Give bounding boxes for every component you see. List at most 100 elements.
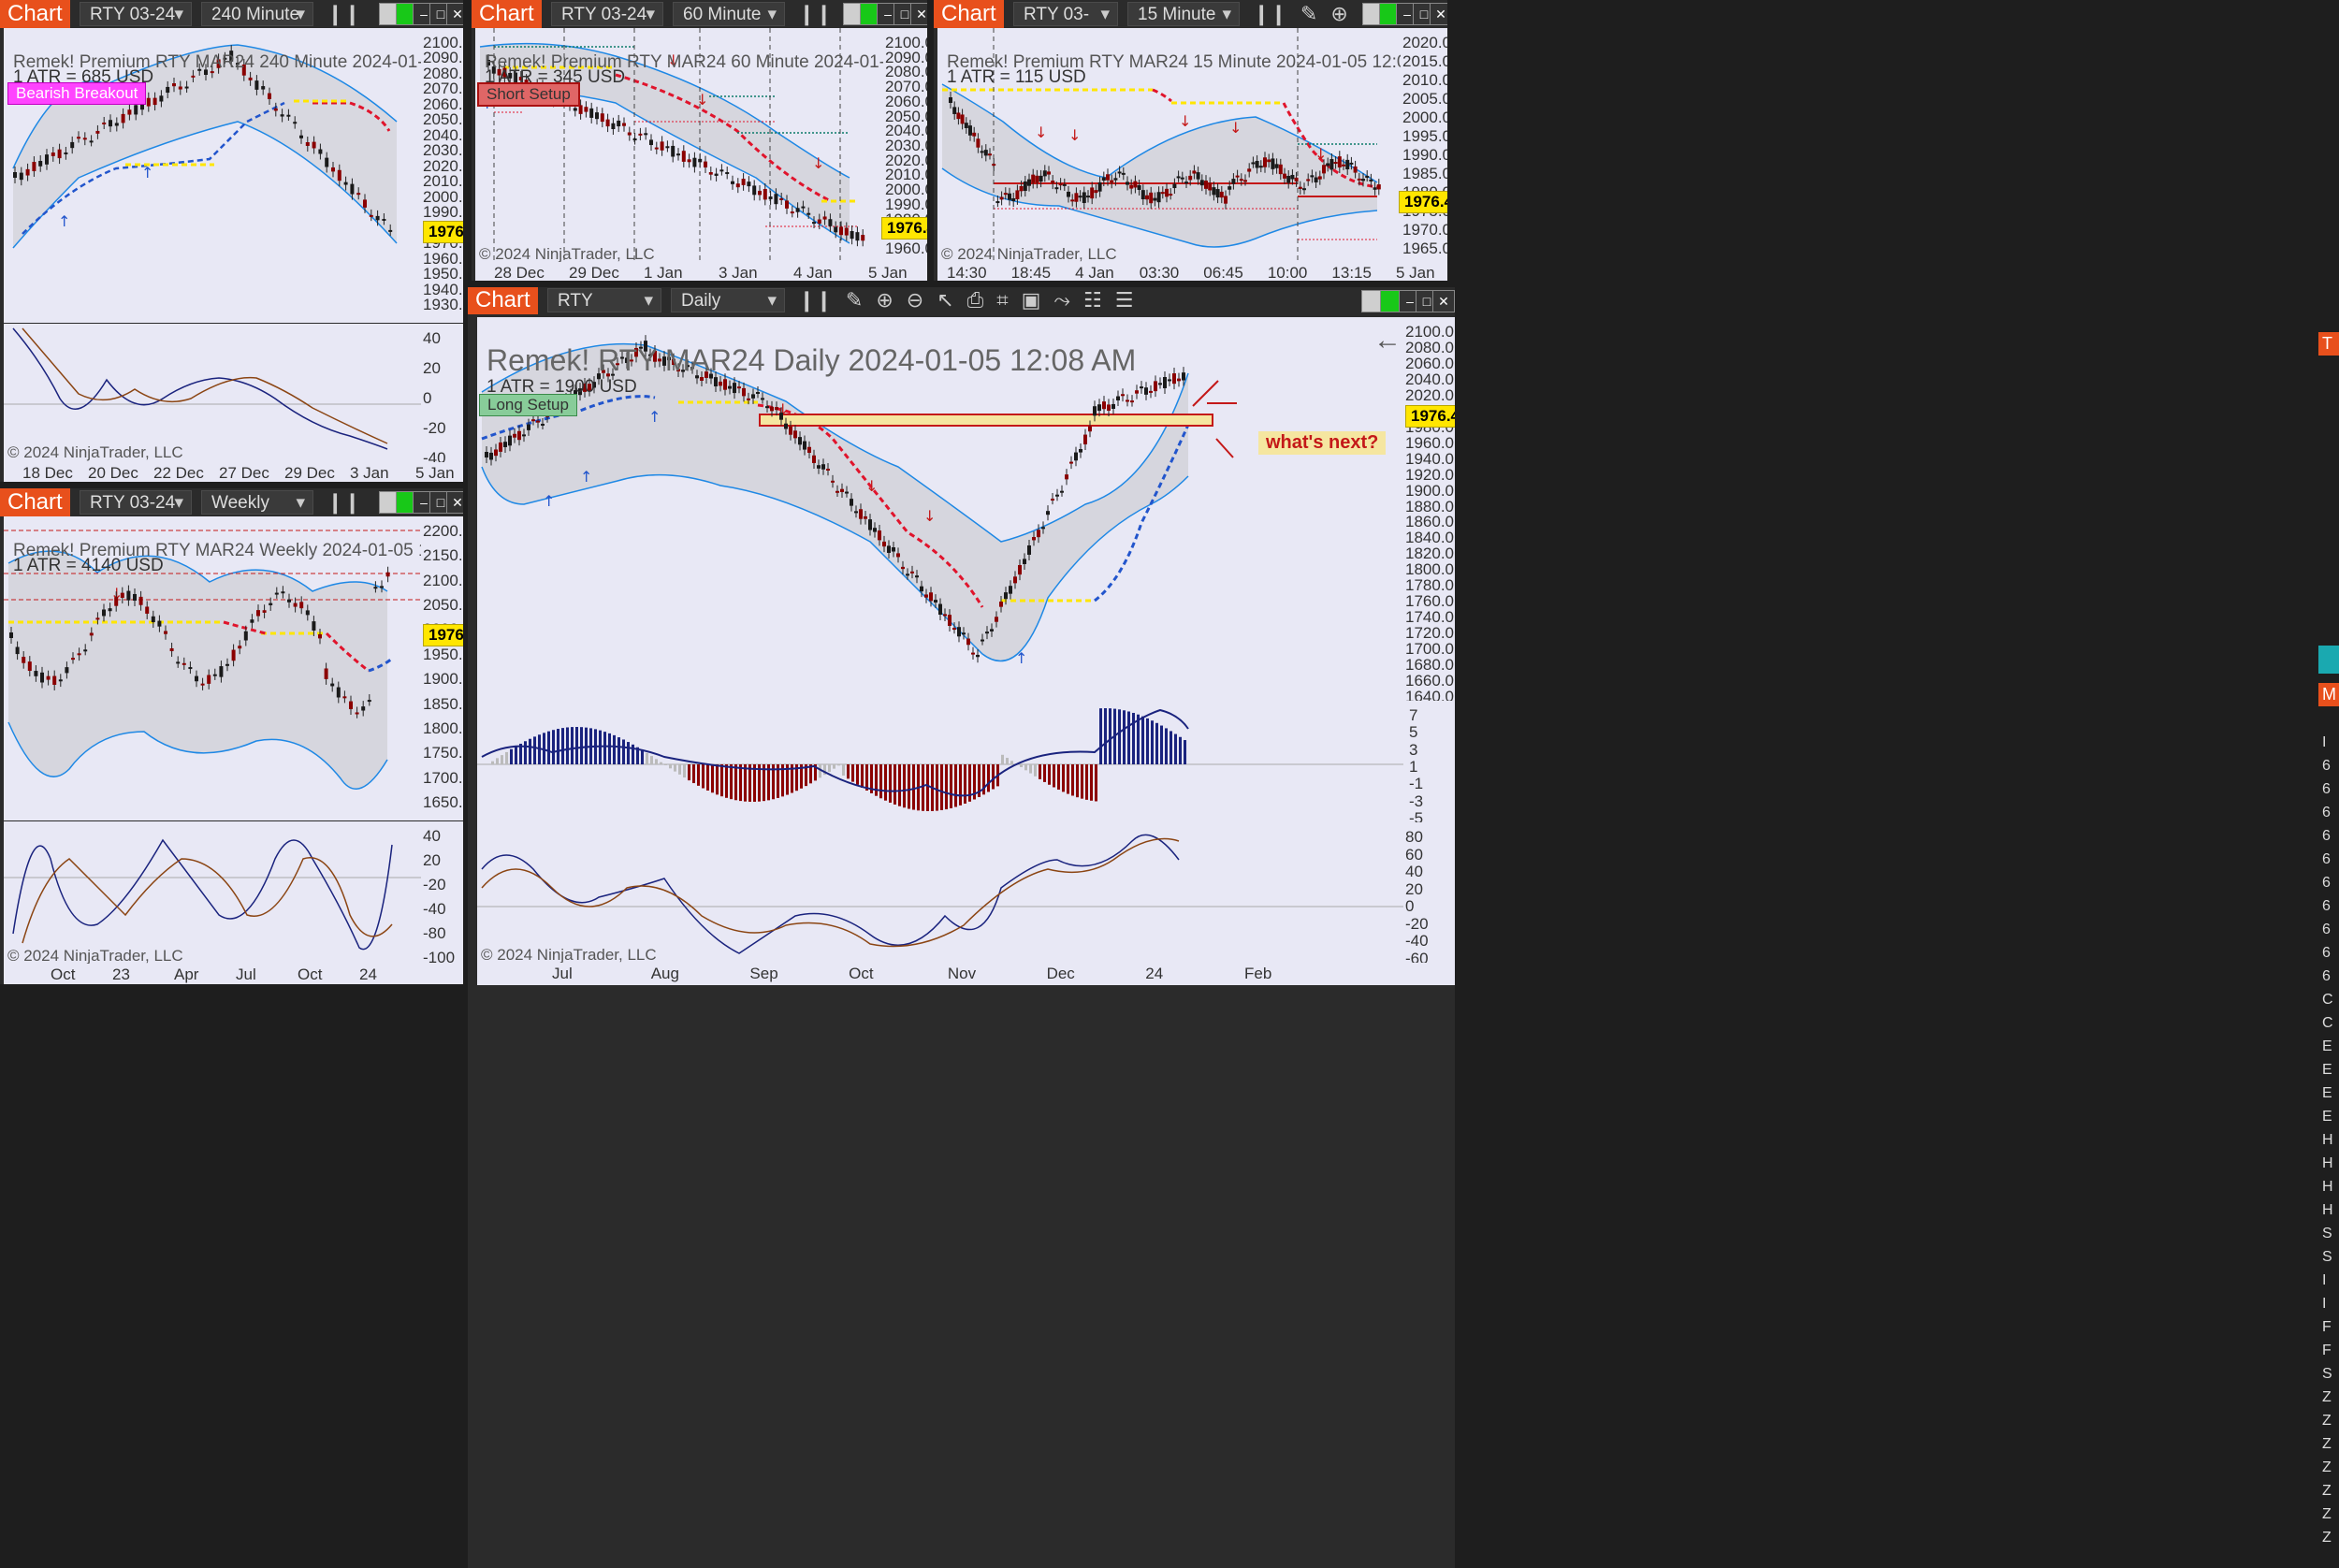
zoom-in-icon[interactable]: ⊕ [876, 288, 893, 312]
chart-tab[interactable]: Chart [468, 287, 538, 314]
price-panel[interactable]: ↓ ↓ ↓ ↑ Remek! Premium RTY MAR24 60 Minu… [475, 28, 883, 262]
time-axis[interactable]: Jul Aug Sep Oct Nov Dec 24 Feb [477, 963, 1455, 985]
candle-body [957, 627, 961, 637]
time-axis[interactable]: 14:30 18:45 4 Jan 03:30 06:45 10:00 13:15 5 Jan [937, 262, 1447, 281]
oscillator-axis[interactable]: 40 20 -20 -40 -80 -100 [421, 821, 463, 966]
candle-body [22, 657, 26, 663]
instrument-select[interactable]: RTY 03-24 [80, 2, 192, 27]
candle-body [1376, 184, 1381, 190]
templates-icon[interactable]: ⌗ [996, 288, 1009, 312]
properties-icon[interactable]: ☷ [1083, 288, 1102, 312]
axis-tick: 0 [1405, 897, 1415, 916]
bar-type-icon[interactable]: ❙❙ [798, 2, 833, 25]
price-axis[interactable]: 2020.0 2015.0 2010.0 2005.0 2000.0 1995.0 1990… [1401, 28, 1447, 262]
chart-tab[interactable]: Chart [934, 0, 1004, 28]
chart-tab[interactable]: Chart [472, 0, 542, 28]
axis-tick: Dec [1046, 965, 1075, 982]
close-icon[interactable]: ✕ [1430, 3, 1447, 25]
macd-bar [1155, 722, 1158, 764]
strategies-icon[interactable]: ▣ [1021, 288, 1041, 312]
macd-panel[interactable] [477, 701, 1403, 822]
bar-type-icon[interactable]: ❙❙ [1253, 2, 1287, 25]
interval-select[interactable]: 60 Minute [673, 2, 785, 27]
oscillator-panel[interactable]: © 2024 NinjaTrader, LLC [477, 822, 1403, 963]
price-panel[interactable]: ↓ ↓ ↓ ↓ ↓ Remek! Premium RTY MAR24 15 Mi… [937, 28, 1401, 262]
interval-select[interactable]: Daily [671, 288, 785, 313]
candle-body [299, 135, 303, 138]
macd-bar [795, 764, 798, 791]
candle-body [638, 133, 643, 136]
instrument-select[interactable]: RTY 03-24 [1013, 2, 1118, 49]
chart-tab[interactable]: Chart [0, 0, 70, 28]
price-axis[interactable]: 2100.02080.02060.02040.02020.02000.01980… [1403, 317, 1455, 705]
candle-body [929, 592, 933, 602]
candle-body [1082, 192, 1086, 204]
zoom-in-icon[interactable]: ⊕ [1330, 2, 1348, 25]
axis-tick: 1990.0 [885, 195, 927, 213]
price-axis[interactable]: 2200.02150.02100.02050.02000.01950.01900… [421, 516, 463, 820]
bar-type-icon[interactable]: ❙❙ [798, 288, 833, 312]
candle-body [840, 488, 844, 492]
close-icon[interactable]: ✕ [1432, 290, 1455, 312]
svg-text:↑: ↑ [58, 212, 70, 230]
svg-text:↓: ↓ [1179, 112, 1191, 130]
time-axis[interactable]: 18 Dec 20 Dec 22 Dec 27 Dec 29 Dec 3 Jan 5 Jan [4, 462, 463, 482]
macd-axis[interactable]: 7 5 3 1 -1 -3 -5 [1403, 701, 1455, 827]
instrument-select[interactable]: RTY MAR24 [547, 288, 661, 335]
candle-body [1058, 183, 1063, 186]
oscillator-axis[interactable]: 40 20 0 -20 -40 [421, 324, 463, 467]
drawing-tool-icon[interactable]: ✎ [1300, 2, 1318, 25]
bar-type-icon[interactable]: ❙❙ [327, 2, 361, 25]
pointer-icon[interactable]: ↖ [937, 288, 954, 312]
chart-tab[interactable]: Chart [0, 488, 70, 516]
interval-select[interactable]: 15 Minute [1127, 2, 1240, 27]
price-panel[interactable]: ↓ Remek! Premium RTY MAR24 Weekly 2024-0… [4, 516, 421, 820]
axis-tick: Aug [650, 965, 679, 982]
indicators-icon[interactable]: ⤳ [1053, 288, 1071, 312]
close-icon[interactable]: ✕ [446, 491, 463, 514]
candle-body [1035, 175, 1039, 183]
price-panel[interactable]: ↑ ↑ ↑ ↑ ↓ ↓ ↓ Remek! RTY MAR24 Daily 202… [477, 317, 1403, 701]
oscillator-panel[interactable]: © 2024 NinjaTrader, LLC [4, 324, 421, 462]
data-box-icon[interactable]: ⎙ [966, 288, 984, 312]
right-tab-t[interactable]: T [2318, 332, 2339, 356]
zoom-out-icon[interactable]: ⊖ [906, 288, 924, 312]
close-icon[interactable]: ✕ [910, 3, 927, 25]
candle-body [622, 123, 626, 126]
macd-bar [1067, 764, 1069, 794]
price-panel[interactable]: ↑ ↑ Remek! Premium RTY MAR24 240 Minute … [4, 28, 421, 323]
right-tab-m[interactable]: M [2318, 683, 2339, 706]
candle-body [1326, 163, 1330, 167]
axis-tick: 1940.0 [423, 280, 463, 298]
candle-body [1196, 172, 1200, 180]
oscillator-axis[interactable]: 80 60 40 20 0 -20 -40 -60 [1403, 822, 1455, 967]
bar-type-icon[interactable]: ❙❙ [327, 490, 361, 514]
interval-select[interactable]: 240 Minute [201, 2, 313, 27]
candle-body [336, 687, 341, 698]
candle-body [747, 181, 751, 187]
macd-bar [622, 739, 625, 764]
interval-select[interactable]: Weekly [201, 490, 313, 515]
time-axis[interactable]: Oct 23 Apr Jul Oct 24 [4, 964, 463, 984]
candle-body [1093, 406, 1097, 416]
oscillator-panel[interactable]: © 2024 NinjaTrader, LLC [4, 821, 421, 964]
oscillator-svg [4, 838, 421, 951]
macd-bar [1127, 711, 1130, 764]
price-axis[interactable]: 2100.02090.02080.02070.02060.02050.02040… [421, 28, 463, 323]
instrument-select[interactable]: RTY 03-24 [80, 490, 192, 515]
copyright-label: © 2024 NinjaTrader, LLC [479, 245, 655, 262]
candle-body [219, 666, 224, 677]
drawing-tool-icon[interactable]: ✎ [845, 288, 864, 312]
candle-body [1039, 175, 1043, 182]
candle-body [1129, 184, 1134, 189]
list-icon[interactable]: ☰ [1114, 288, 1134, 312]
macd-bar [1160, 725, 1163, 764]
close-icon[interactable]: ✕ [446, 3, 463, 25]
back-arrow-icon[interactable]: ← [1373, 325, 1402, 356]
time-axis[interactable]: 28 Dec 29 Dec 1 Jan 3 Jan 4 Jan 5 Jan [475, 262, 927, 281]
candle-body [704, 161, 707, 167]
instrument-select[interactable]: RTY 03-24 [551, 2, 663, 27]
macd-bar [510, 748, 513, 764]
candle-body [499, 442, 502, 452]
